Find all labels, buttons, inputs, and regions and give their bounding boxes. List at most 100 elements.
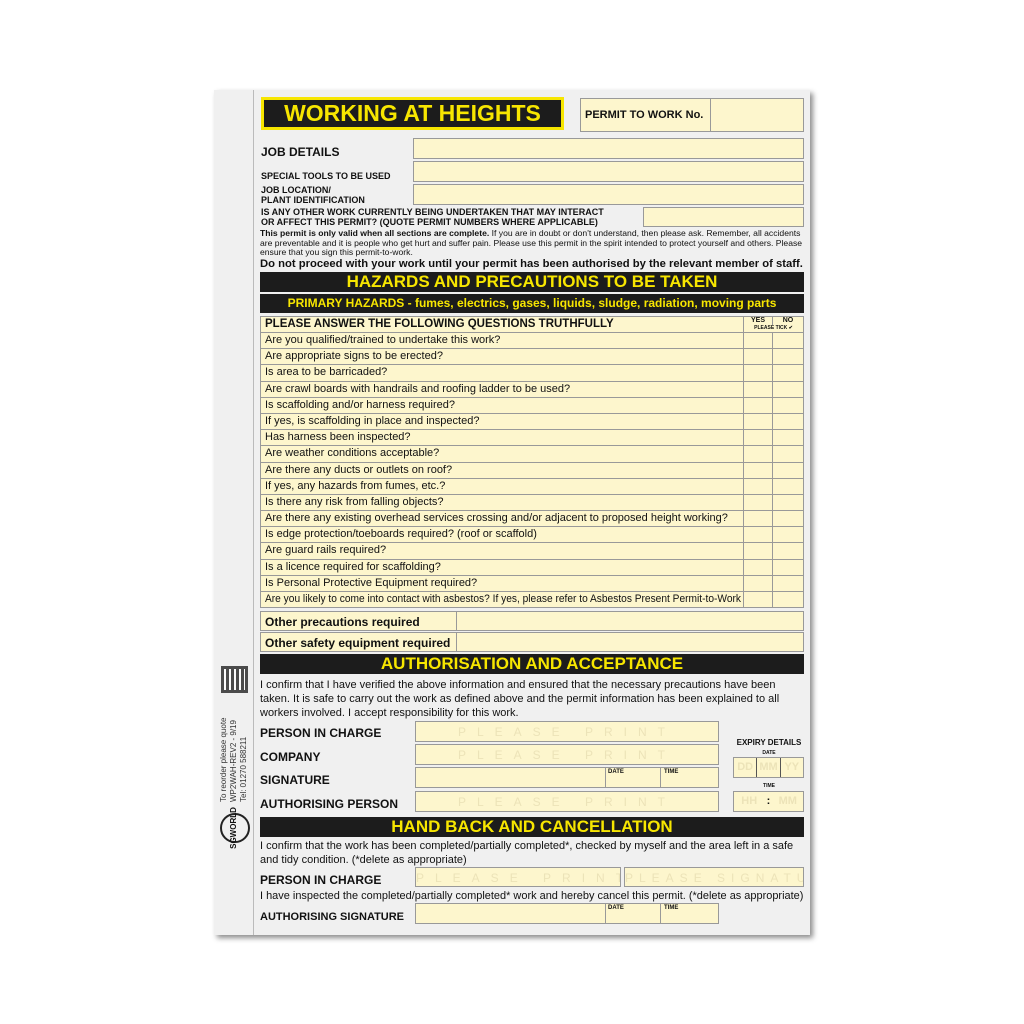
authorisation-text: I confirm that I have verified the above… [260, 679, 780, 719]
question-text: Are you likely to come into contact with… [261, 592, 744, 608]
question-row: Are you qualified/trained to undertake t… [261, 333, 803, 350]
cancel-date[interactable]: DATE [605, 904, 661, 923]
other-work-input[interactable] [643, 207, 804, 227]
job-location-input[interactable] [413, 184, 804, 205]
question-row: Is area to be barricaded? [261, 365, 803, 382]
job-details-input[interactable] [413, 138, 804, 159]
question-row: Are you likely to come into contact with… [261, 592, 803, 609]
no-checkbox[interactable] [773, 333, 803, 349]
question-text: Is area to be barricaded? [261, 365, 744, 381]
yes-checkbox[interactable] [744, 349, 773, 365]
special-tools-input[interactable] [413, 161, 804, 182]
question-row: Is Personal Protective Equipment require… [261, 575, 803, 592]
signature-label: SIGNATURE [260, 773, 330, 787]
yes-checkbox[interactable] [744, 543, 773, 559]
yes-checkbox[interactable] [744, 592, 773, 608]
notice: This permit is only valid when all secti… [260, 228, 803, 257]
other-safety-input[interactable] [456, 633, 803, 652]
company-input[interactable]: PLEASE PRINT [415, 744, 719, 765]
no-header: NO [782, 317, 794, 324]
signature-date[interactable]: DATE [605, 768, 661, 787]
yes-checkbox[interactable] [744, 397, 773, 413]
no-checkbox[interactable] [773, 430, 803, 446]
tick-hint: PLEASE TICK ✔ [754, 325, 793, 331]
authorisation-heading: AUTHORISATION AND ACCEPTANCE [260, 654, 804, 674]
person-in-charge-input[interactable]: PLEASE PRINT [415, 721, 719, 742]
question-text: Are there any existing overhead services… [261, 511, 744, 527]
question-text: Are crawl boards with handrails and roof… [261, 381, 744, 397]
yes-checkbox[interactable] [744, 413, 773, 430]
phone: Tel: 01270 588211 [239, 736, 248, 802]
no-checkbox[interactable] [773, 543, 803, 559]
job-details-label: JOB DETAILS [261, 145, 340, 159]
question-row: Is edge protection/toeboards required? (… [261, 527, 803, 544]
no-checkbox[interactable] [773, 365, 803, 381]
no-checkbox[interactable] [773, 559, 803, 575]
reorder-text: To reorder please quote [219, 717, 228, 803]
yes-checkbox[interactable] [744, 381, 773, 397]
hazards-heading: HAZARDS AND PRECAUTIONS TO BE TAKEN [260, 272, 804, 292]
question-text: Are guard rails required? [261, 543, 744, 559]
question-row: Is scaffolding and/or harness required? [261, 397, 803, 414]
yes-checkbox[interactable] [744, 430, 773, 446]
no-checkbox[interactable] [773, 527, 803, 543]
handback-signature-input[interactable]: PLEASE SIGNATURE [624, 867, 804, 887]
signature-input[interactable]: DATE TIME [415, 767, 719, 788]
yes-header: YES [744, 317, 773, 325]
no-checkbox[interactable] [773, 478, 803, 494]
other-safety-row: Other safety equipment required [260, 632, 804, 652]
question-row: Are guard rails required? [261, 543, 803, 560]
question-text: If yes, is scaffolding in place and insp… [261, 413, 744, 430]
special-tools-label: SPECIAL TOOLS TO BE USED [261, 171, 391, 181]
question-text: Are you qualified/trained to undertake t… [261, 333, 744, 349]
expiry-date-input[interactable]: DD MM YY [733, 757, 804, 778]
expiry-time-input[interactable]: HH: MM [733, 791, 804, 812]
authorising-signature-label: AUTHORISING SIGNATURE [260, 911, 405, 923]
question-row: Is there any risk from falling objects? [261, 494, 803, 512]
no-checkbox[interactable] [773, 575, 803, 591]
handback-person-input[interactable]: PLEASE PRINT [415, 867, 621, 887]
no-checkbox[interactable] [773, 511, 803, 527]
qr-code [221, 666, 248, 693]
question-text: Has harness been inspected? [261, 430, 744, 446]
yes-checkbox[interactable] [744, 446, 773, 462]
authorising-signature-input[interactable]: DATE TIME [415, 903, 719, 924]
yes-checkbox[interactable] [744, 575, 773, 591]
yes-checkbox[interactable] [744, 365, 773, 381]
question-row: Is a licence required for scaffolding? [261, 559, 803, 576]
question-text: Are weather conditions acceptable? [261, 446, 744, 462]
yes-checkbox[interactable] [744, 559, 773, 575]
other-precautions-input[interactable] [456, 612, 803, 631]
question-text: Are there any ducts or outlets on roof? [261, 462, 744, 478]
form-title: WORKING AT HEIGHTS [261, 97, 564, 130]
handback-text: I confirm that the work has been complet… [260, 840, 794, 866]
questions-table: PLEASE ANSWER THE FOLLOWING QUESTIONS TR… [260, 316, 804, 609]
warning: Do not proceed with your work until your… [260, 258, 803, 270]
authorising-person-input[interactable]: PLEASE PRINT [415, 791, 719, 812]
handback-person-label: PERSON IN CHARGE [260, 873, 382, 887]
question-row: Has harness been inspected? [261, 430, 803, 447]
person-in-charge-label: PERSON IN CHARGE [260, 726, 382, 740]
no-checkbox[interactable] [773, 446, 803, 462]
no-checkbox[interactable] [773, 381, 803, 397]
yes-checkbox[interactable] [744, 478, 773, 494]
no-checkbox[interactable] [773, 397, 803, 413]
yes-checkbox[interactable] [744, 527, 773, 543]
yes-checkbox[interactable] [744, 511, 773, 527]
question-text: Is scaffolding and/or harness required? [261, 397, 744, 413]
yes-checkbox[interactable] [744, 333, 773, 349]
yes-checkbox[interactable] [744, 462, 773, 478]
side-strip: To reorder please quote WP2WAH-REV2 - 9/… [214, 90, 254, 935]
no-checkbox[interactable] [773, 462, 803, 478]
permit-number-input[interactable] [712, 99, 803, 131]
question-row: If yes, is scaffolding in place and insp… [261, 413, 803, 431]
question-row: Are weather conditions acceptable? [261, 446, 803, 463]
no-checkbox[interactable] [773, 413, 803, 430]
no-checkbox[interactable] [773, 349, 803, 365]
authorising-person-label: AUTHORISING PERSON [260, 797, 399, 811]
yes-checkbox[interactable] [744, 494, 773, 511]
no-checkbox[interactable] [773, 494, 803, 511]
no-checkbox[interactable] [773, 592, 803, 608]
job-location-label: JOB LOCATION/PLANT IDENTIFICATION [261, 185, 365, 205]
other-work-label: IS ANY OTHER WORK CURRENTLY BEING UNDERT… [261, 207, 604, 227]
